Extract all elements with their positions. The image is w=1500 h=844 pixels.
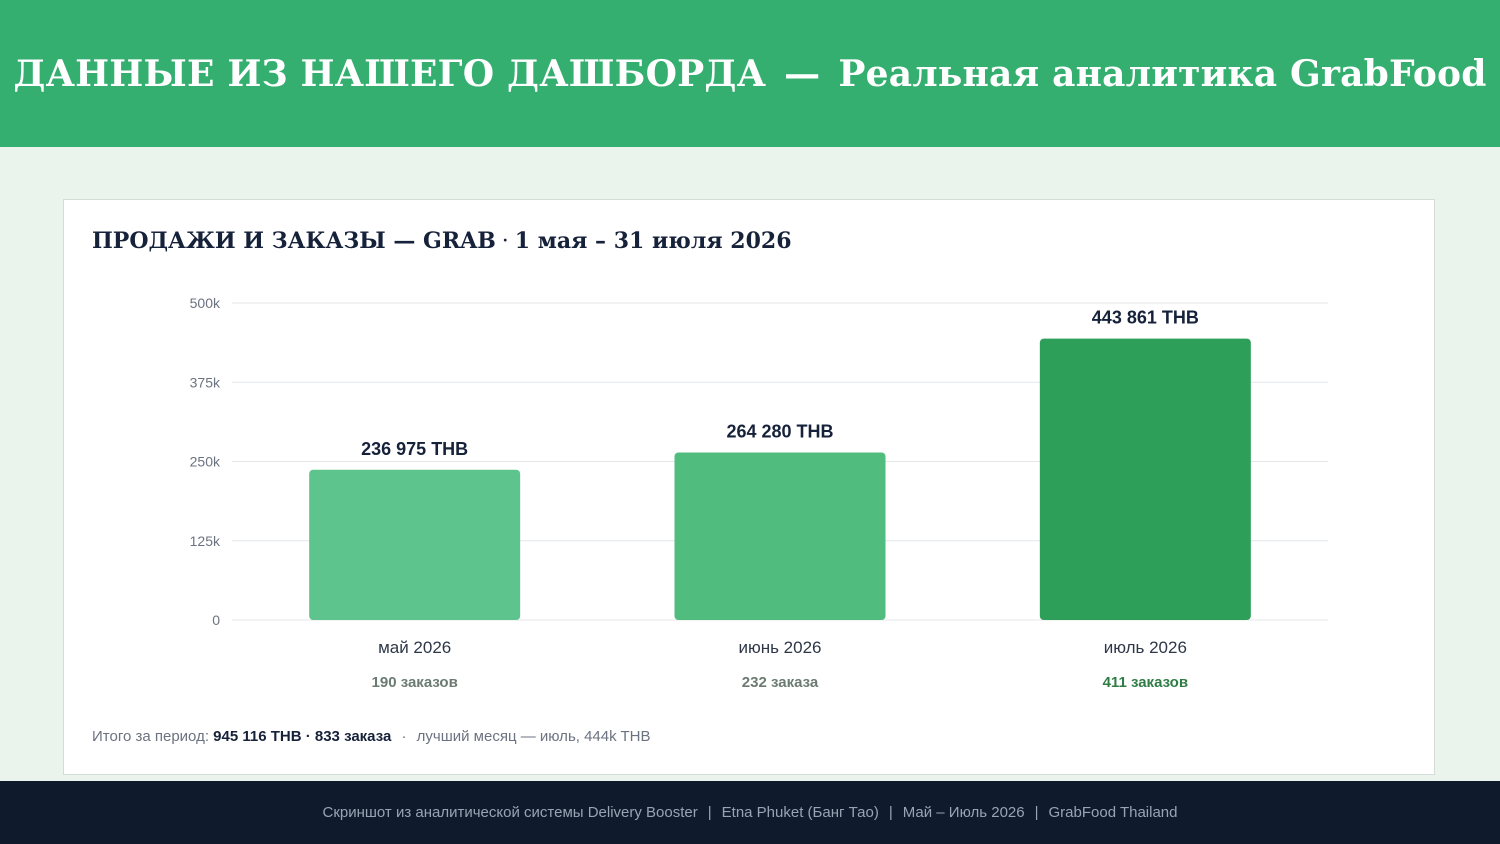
bar-orders-label: 232 заказа — [742, 674, 819, 691]
footer-restaurant: Etna Phuket (Банг Тао) — [721, 804, 879, 821]
footer-separator: | — [707, 804, 712, 821]
x-category-label: июль 2026 — [1104, 638, 1187, 657]
bar-value-label: 236 975 THB — [361, 439, 468, 459]
bar-2 — [674, 452, 886, 620]
chart-title: ПРОДАЖИ И ЗАКАЗЫ — GRAB · 1 мая – 31 июля … — [92, 228, 792, 254]
bar-value-label: 443 861 THB — [1092, 308, 1199, 328]
title-dash: — — [784, 52, 821, 95]
x-category-label: май 2026 — [378, 638, 451, 657]
y-tick-label: 375k — [190, 374, 221, 390]
bar-1 — [309, 469, 521, 620]
footer-separator: | — [888, 804, 893, 821]
y-tick-label: 0 — [212, 612, 220, 628]
footer-source: Скриншот из аналитической системы Delive… — [322, 804, 698, 821]
chart-title-separator: · — [501, 229, 509, 254]
summary-best-month: лучший месяц — июль, 444k THB — [416, 728, 651, 745]
y-tick-label: 500k — [190, 295, 221, 311]
footer-platform: GrabFood Thailand — [1048, 804, 1178, 821]
y-tick-label: 250k — [190, 454, 221, 470]
sales-bar-chart: 0 125k 250k 375k 500k 236 975 THB май 2026 190 … — [190, 295, 1328, 691]
header-banner: ДАННЫЕ ИЗ НАШЕГО ДАШБОРДА — Реальная анали… — [0, 0, 1500, 147]
bar-orders-label: 411 заказов — [1103, 674, 1188, 691]
footer-separator: | — [1034, 804, 1039, 821]
chart-title-period: 1 мая – 31 июля 2026 — [514, 228, 792, 254]
bar-value-label: 264 280 THB — [726, 421, 833, 441]
chart-title-main: ПРОДАЖИ И ЗАКАЗЫ — GRAB — [92, 228, 496, 254]
summary-prefix: Итого за период: — [92, 728, 209, 745]
page-title-left: ДАННЫЕ ИЗ НАШЕГО ДАШБОРДА — [13, 52, 767, 95]
chart-card: ПРОДАЖИ И ЗАКАЗЫ — GRAB · 1 мая – 31 июля … — [63, 199, 1435, 775]
bar-3 — [1039, 338, 1251, 620]
summary-totals: 945 116 THB · 833 заказа — [213, 728, 392, 745]
bar-orders-label: 190 заказов — [372, 674, 458, 691]
summary-dot: · — [401, 728, 407, 745]
page-title-right: Реальная аналитика GrabFood — [838, 52, 1487, 95]
y-tick-label: 125k — [190, 533, 221, 549]
x-category-label: июнь 2026 — [738, 638, 821, 657]
page-title: ДАННЫЕ ИЗ НАШЕГО ДАШБОРДА — Реальная анали… — [13, 53, 1486, 95]
footer-period: Май – Июль 2026 — [902, 804, 1025, 821]
footer-bar: Скриншот из аналитической системы Delive… — [0, 781, 1500, 844]
period-summary: Итого за период: 945 116 THB · 833 заказ… — [92, 728, 651, 745]
